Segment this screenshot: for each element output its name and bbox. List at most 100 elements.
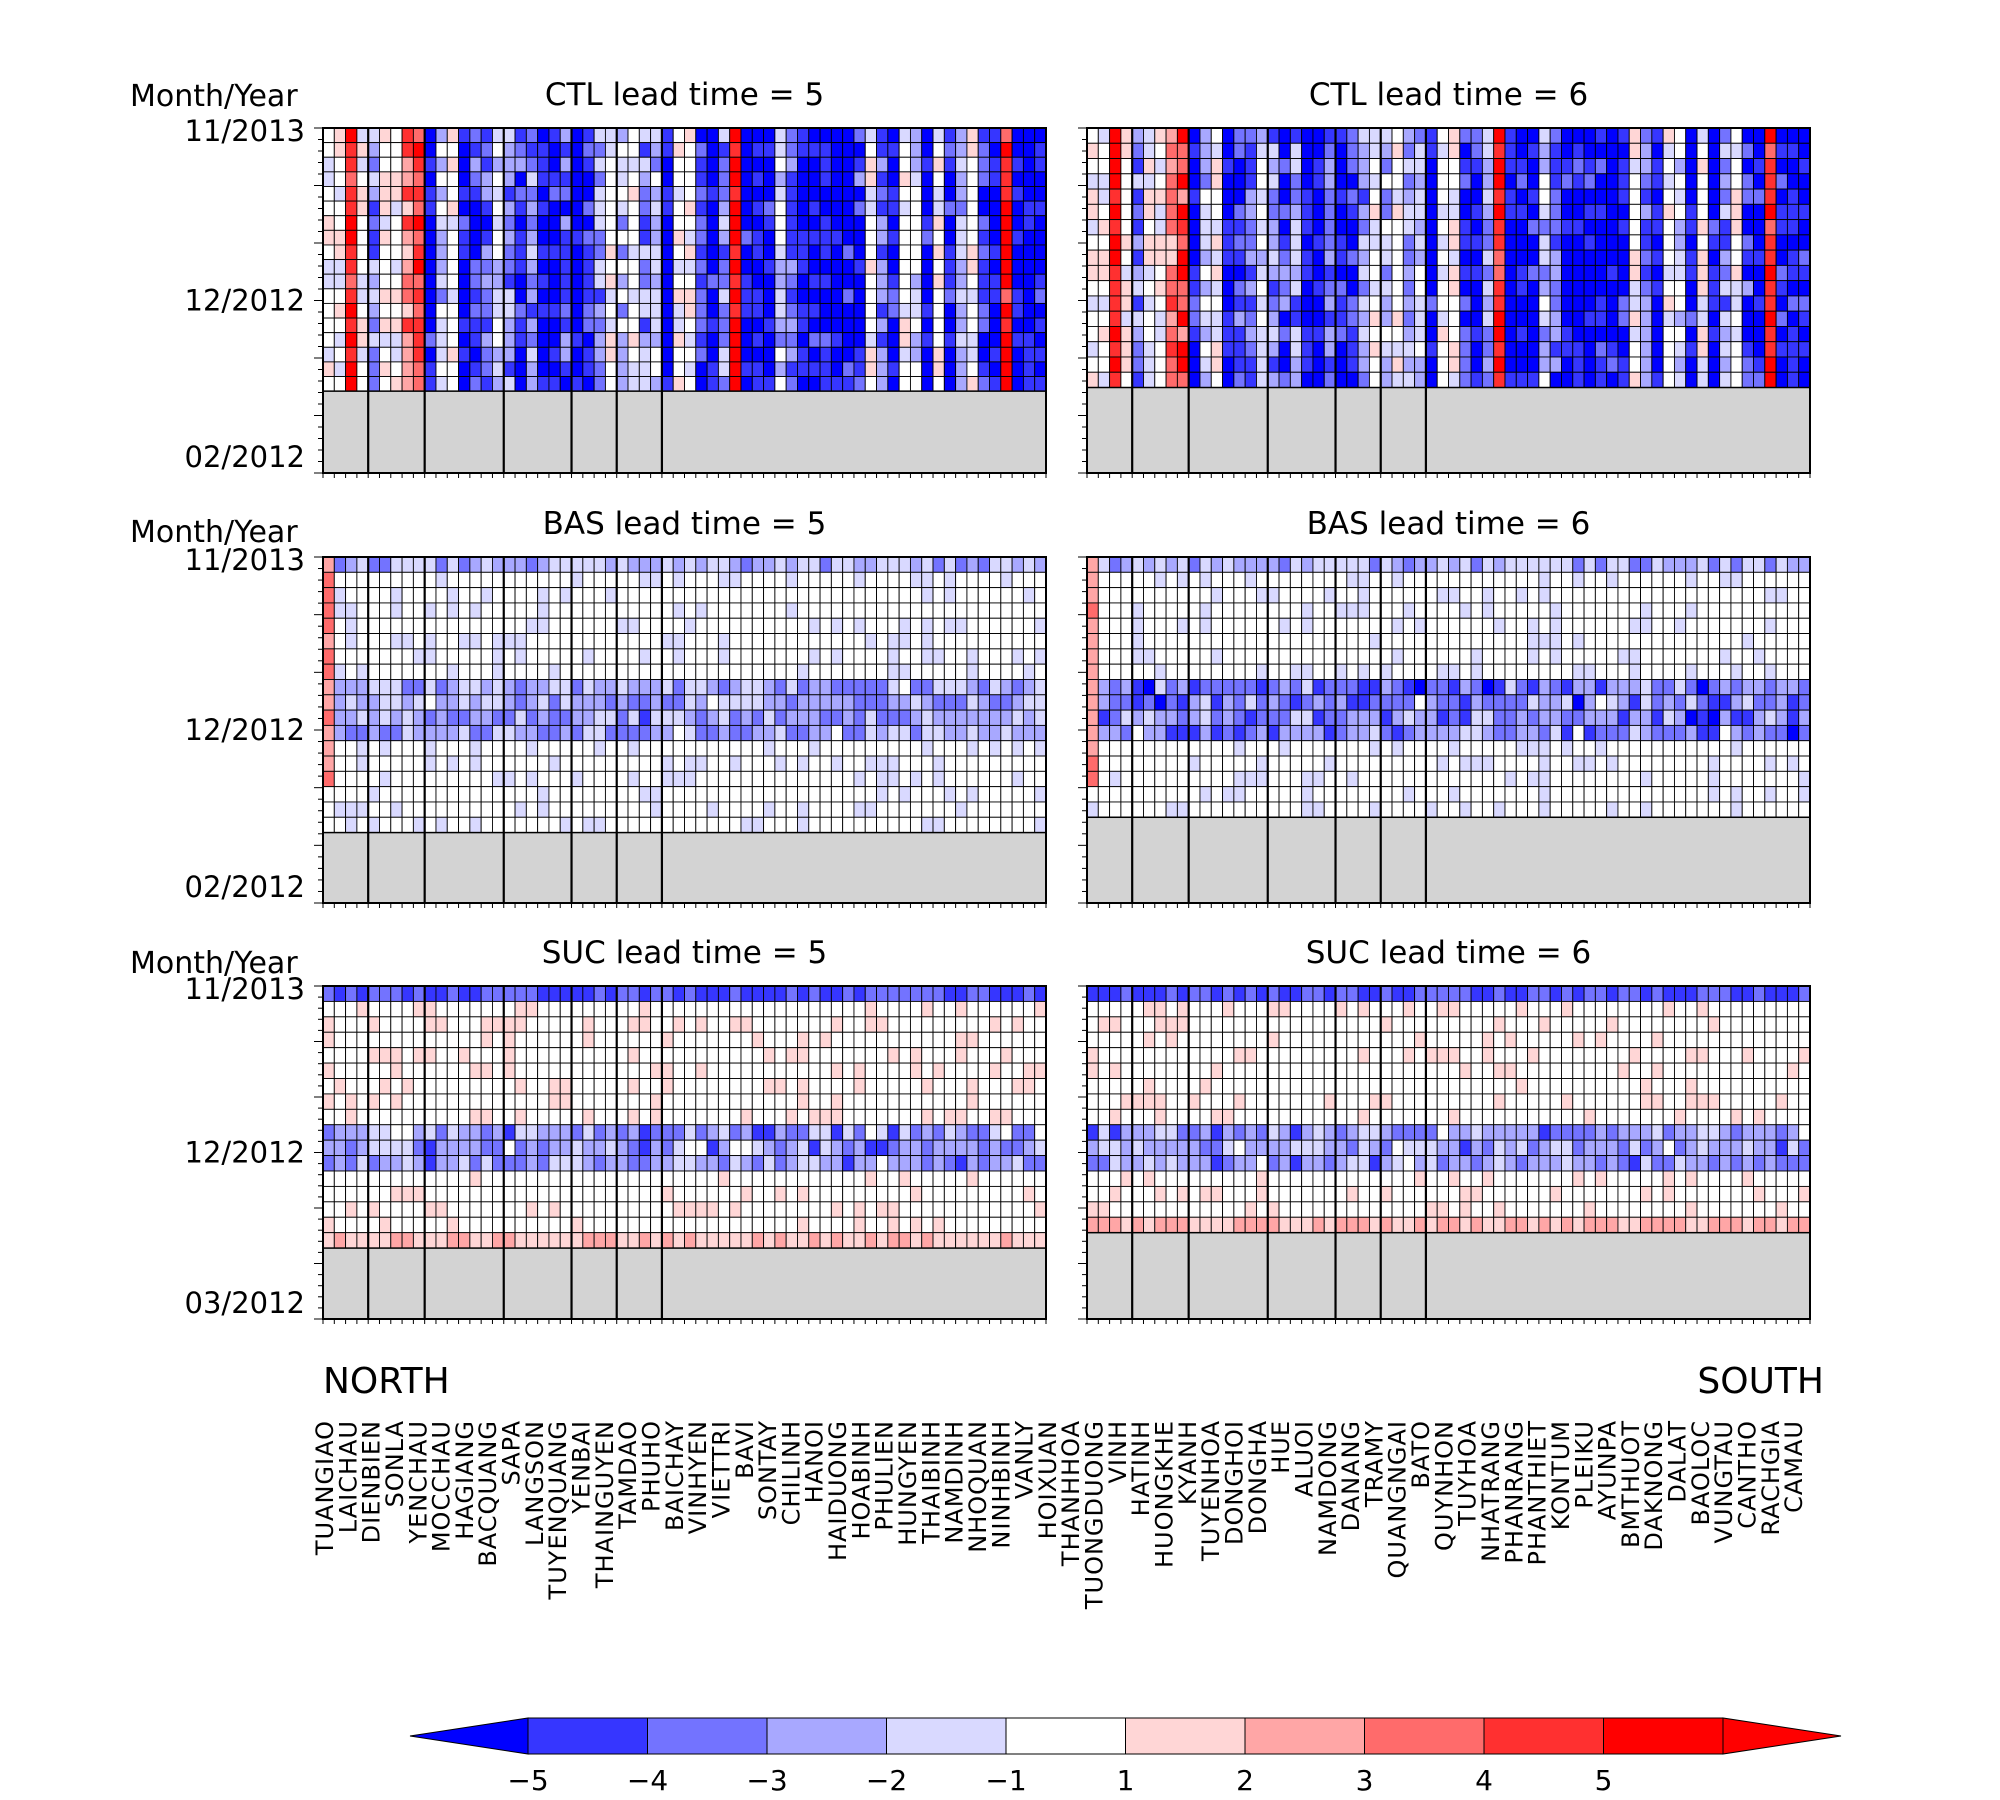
heatmap-cell	[1493, 724, 1506, 742]
heatmap-cell	[1606, 188, 1619, 205]
heatmap-cell	[1651, 709, 1664, 726]
heatmap-cell	[525, 317, 539, 334]
heatmap-cell	[514, 361, 527, 377]
heatmap-cell	[921, 648, 934, 665]
heatmap-cell	[751, 617, 765, 634]
heatmap-cell	[1188, 740, 1201, 757]
heatmap-cell	[1011, 679, 1024, 696]
heatmap-cell	[1786, 249, 1800, 266]
heatmap-cell	[1425, 633, 1438, 650]
heatmap-cell	[785, 288, 798, 304]
heatmap-cell	[593, 786, 606, 803]
heatmap-cell	[1097, 203, 1111, 221]
heatmap-cell	[1022, 332, 1036, 348]
heatmap-cell	[1798, 341, 1811, 358]
heatmap-cell	[1086, 587, 1099, 604]
heatmap-cell	[932, 663, 945, 680]
heatmap-cell	[706, 648, 719, 665]
heatmap-cell	[1606, 709, 1619, 726]
heatmap-cell	[1143, 264, 1156, 282]
heatmap-cell	[830, 786, 844, 803]
heatmap-cell	[345, 694, 358, 711]
heatmap-cell	[1696, 602, 1709, 619]
heatmap-cell	[842, 663, 855, 680]
heatmap-cell	[1289, 801, 1303, 818]
heatmap-cell	[785, 679, 798, 696]
heatmap-cell	[876, 273, 889, 290]
heatmap-cell	[774, 317, 787, 334]
heatmap-cell	[729, 679, 742, 696]
heatmap-cell	[887, 602, 900, 619]
heatmap-cell	[1176, 219, 1190, 236]
heatmap-cell	[955, 724, 968, 742]
panel-4: BAS lead time = 6	[1078, 506, 1811, 908]
heatmap-cell	[356, 679, 369, 696]
heatmap-cell	[830, 587, 844, 604]
heatmap-cell	[1425, 371, 1438, 388]
heatmap-cell	[1278, 249, 1291, 266]
heatmap-cell	[1707, 158, 1721, 175]
heatmap-cell	[469, 648, 482, 665]
heatmap-cell	[1244, 264, 1257, 282]
heatmap-cell	[684, 171, 697, 187]
heatmap-cell	[412, 332, 426, 348]
heatmap-cell	[1685, 356, 1698, 373]
heatmap-cell	[571, 288, 584, 304]
heatmap-cell	[1719, 127, 1732, 144]
heatmap-cell	[1210, 249, 1224, 266]
heatmap-cell	[1662, 249, 1675, 266]
heatmap-cell	[1312, 234, 1325, 251]
heatmap-cell	[367, 602, 380, 619]
heatmap-cell	[492, 200, 505, 217]
heatmap-cell	[751, 332, 765, 348]
heatmap-cell	[797, 709, 810, 726]
heatmap-cell	[1583, 724, 1596, 742]
heatmap-cell	[345, 816, 358, 834]
heatmap-cell	[492, 127, 505, 144]
y-tick-label: 02/2012	[185, 440, 305, 474]
heatmap-cell	[1719, 801, 1732, 818]
heatmap-cell	[1538, 587, 1551, 604]
heatmap-cell	[842, 171, 855, 187]
heatmap-cell	[367, 724, 380, 742]
heatmap-cell	[1312, 648, 1325, 665]
heatmap-cell	[887, 346, 900, 363]
heatmap-cell	[1730, 770, 1743, 788]
heatmap-cell	[1301, 219, 1314, 236]
heatmap-cell	[480, 633, 493, 650]
heatmap-cell	[1504, 709, 1517, 726]
heatmap-cell	[1572, 648, 1585, 665]
heatmap-cell	[1188, 556, 1201, 573]
heatmap-cell	[1504, 234, 1517, 251]
heatmap-cell	[1640, 770, 1653, 788]
heatmap-cell	[684, 215, 697, 231]
heatmap-cell	[943, 633, 957, 650]
heatmap-cell	[1798, 770, 1811, 788]
heatmap-cell	[763, 332, 776, 348]
heatmap-cell	[446, 200, 460, 217]
heatmap-cell	[1436, 173, 1449, 190]
heatmap-cell	[401, 302, 414, 319]
heatmap-cell	[955, 587, 968, 604]
heatmap-cell	[537, 346, 550, 363]
heatmap-cell	[1222, 158, 1235, 175]
heatmap-cell	[446, 127, 460, 144]
heatmap-cell	[1165, 633, 1178, 650]
heatmap-cell	[1357, 341, 1370, 358]
heatmap-cell	[774, 709, 787, 726]
heatmap-cell	[1730, 188, 1743, 205]
heatmap-cell	[661, 156, 674, 173]
heatmap-cell	[1000, 786, 1013, 803]
heatmap-cell	[1335, 142, 1348, 159]
heatmap-cell	[446, 709, 460, 726]
heatmap-cell	[638, 755, 652, 772]
heatmap-cell	[1764, 617, 1777, 634]
heatmap-cell	[559, 985, 572, 1002]
heatmap-cell	[1515, 648, 1529, 665]
heatmap-cell	[785, 694, 798, 711]
heatmap-cell	[1022, 816, 1036, 834]
heatmap-cell	[1572, 249, 1585, 266]
heatmap-cell	[1719, 724, 1732, 742]
heatmap-cell	[469, 273, 482, 290]
heatmap-cell	[1188, 633, 1201, 650]
